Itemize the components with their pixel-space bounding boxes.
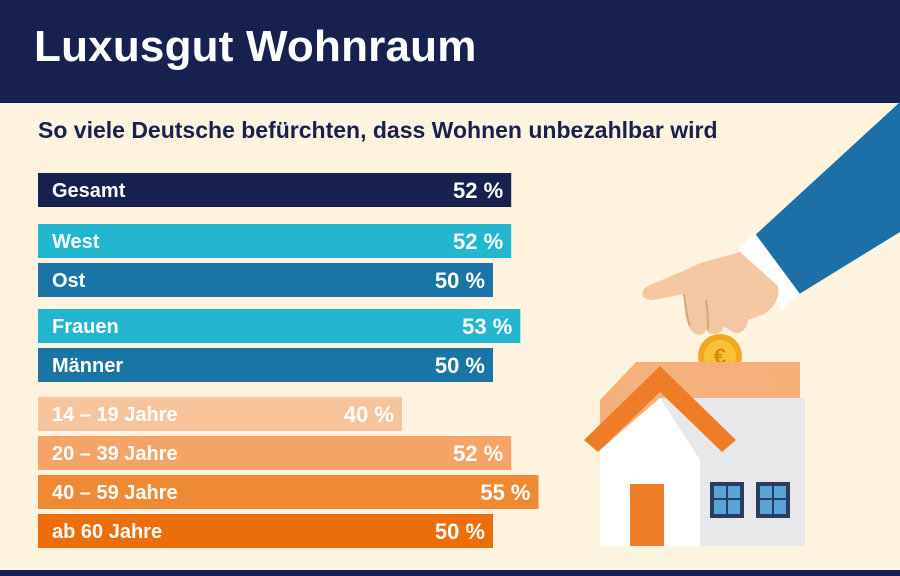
bar-value-label: 52 % (453, 178, 503, 203)
bar-4 (38, 309, 521, 343)
bar-category-label: 14 – 19 Jahre (52, 404, 178, 426)
bar-7 (38, 436, 512, 470)
bar-category-label: Ost (52, 270, 86, 292)
bar-value-label: 52 % (453, 441, 503, 466)
chart-subtitle: So viele Deutsche befürchten, dass Wohne… (38, 117, 718, 143)
footer-bar (0, 570, 900, 576)
page-title: Luxusgut Wohnraum (34, 22, 477, 71)
header-bar: Luxusgut Wohnraum (0, 0, 900, 103)
bar-value-label: 52 % (453, 229, 503, 254)
bar-9 (38, 514, 493, 548)
house-piggy-bank-icon (584, 362, 805, 546)
bar-5 (38, 348, 493, 382)
bar-value-label: 50 % (435, 353, 485, 378)
bar-category-label: Gesamt (52, 180, 126, 202)
bar-chart: Gesamt 52 % West 52 % Ost 50 % Frauen 53 % Männe… (38, 173, 539, 548)
bar-3 (38, 263, 493, 297)
bar-2 (38, 224, 512, 258)
illustration: € (584, 102, 900, 546)
bar-category-label: Männer (52, 355, 123, 377)
bar-category-label: ab 60 Jahre (52, 521, 162, 543)
bar-value-label: 40 % (344, 402, 394, 427)
bar-value-label: 50 % (435, 268, 485, 293)
bar-6 (38, 397, 402, 431)
hand-icon (642, 102, 900, 335)
bar-category-label: Frauen (52, 316, 119, 338)
bar-category-label: 40 – 59 Jahre (52, 482, 178, 504)
bar-value-label: 55 % (480, 480, 530, 505)
bar-category-label: West (52, 231, 100, 253)
bar-value-label: 53 % (462, 314, 512, 339)
bar-category-label: 20 – 39 Jahre (52, 443, 178, 465)
bar-1 (38, 173, 512, 207)
bar-8 (38, 475, 539, 509)
bar-value-label: 50 % (435, 519, 485, 544)
